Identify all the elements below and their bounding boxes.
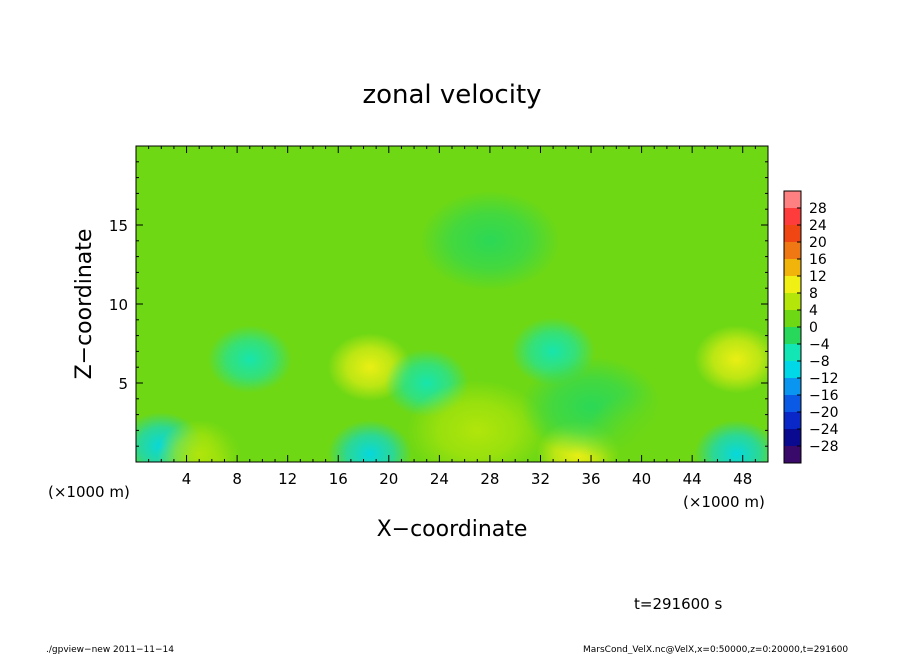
colorbar-segment — [784, 361, 801, 379]
y-axis-label: Z−coordinate — [72, 229, 97, 380]
colorbar-label: 24 — [809, 218, 827, 234]
heatmap-cell — [533, 222, 674, 323]
colorbar-label: 20 — [809, 235, 827, 251]
y-tick-label: 15 — [109, 217, 128, 235]
y-axis: 5 10 15 — [109, 161, 768, 447]
heatmap-cell — [407, 380, 548, 462]
colorbar-label: 4 — [809, 303, 818, 319]
colorbar-segment — [784, 259, 801, 277]
colorbar-segment — [784, 276, 801, 294]
colorbar-segment — [784, 225, 801, 243]
x-tick-label: 20 — [379, 470, 398, 488]
heatmap-cell — [584, 388, 725, 462]
colorbar-label: −20 — [809, 405, 839, 421]
colorbar-label: −8 — [809, 354, 830, 370]
colorbar-label: 12 — [809, 269, 827, 285]
colorbar-segment — [784, 395, 801, 413]
heatmap-cell — [192, 175, 333, 275]
colorbar-segment — [784, 429, 801, 447]
heatmap-cell — [205, 380, 346, 462]
x-tick-label: 48 — [733, 470, 752, 488]
heatmap-field — [136, 175, 768, 462]
colorbar-label: −24 — [809, 422, 839, 438]
colorbar-label: −4 — [809, 337, 830, 353]
y-tick-label: 5 — [118, 375, 128, 393]
plot-area — [135, 145, 769, 463]
colorbar-segment — [784, 208, 801, 226]
colorbar-label: −16 — [809, 388, 839, 404]
x-tick-label: 8 — [232, 470, 242, 488]
x-tick-label: 44 — [683, 470, 702, 488]
colorbar-label: 28 — [809, 201, 827, 217]
x-tick-label: 28 — [480, 470, 499, 488]
colorbar-segment — [784, 446, 801, 464]
colorbar-label: 8 — [809, 286, 818, 302]
x-unit-right: (×1000 m) — [683, 493, 765, 511]
x-tick-label: 24 — [430, 470, 449, 488]
heatmap-cell — [694, 325, 768, 394]
heatmap-cell — [694, 420, 768, 462]
x-tick-label: 16 — [329, 470, 348, 488]
colorbar-segment — [784, 412, 801, 430]
heatmap-cell — [327, 420, 412, 462]
x-axis: 4 8 12 16 20 24 28 32 36 40 44 48 — [148, 146, 756, 488]
time-annotation: t=291600 s — [634, 595, 722, 613]
colorbar-segment — [784, 310, 801, 328]
y-tick-label: 10 — [109, 296, 128, 314]
x-tick-label: 4 — [182, 470, 192, 488]
x-tick-label: 32 — [531, 470, 550, 488]
x-tick-label: 40 — [632, 470, 651, 488]
colorbar-segment — [784, 344, 801, 362]
footer-left: ./gpview−new 2011−11−14 — [46, 645, 174, 654]
colorbar-segment — [784, 327, 801, 345]
heatmap-cell — [207, 325, 292, 394]
colorbar-segment — [784, 191, 801, 209]
colorbar-label: −12 — [809, 371, 839, 387]
colorbar-segment — [784, 378, 801, 396]
x-tick-label: 12 — [278, 470, 297, 488]
colorbar-label: 0 — [809, 320, 818, 336]
footer-right: MarsCond_VelX.nc@VelX,x=0:50000,z=0:2000… — [583, 645, 848, 654]
x-axis-label: X−coordinate — [377, 517, 528, 542]
chart-title: zonal velocity — [362, 80, 541, 110]
colorbar-segment — [784, 293, 801, 311]
colorbar-label: −28 — [809, 439, 839, 455]
x-tick-label: 36 — [581, 470, 600, 488]
heatmap-cell — [419, 190, 560, 291]
colorbar-segment — [784, 242, 801, 260]
x-unit-left: (×1000 m) — [48, 483, 130, 501]
colorbar-label: 16 — [809, 252, 827, 268]
